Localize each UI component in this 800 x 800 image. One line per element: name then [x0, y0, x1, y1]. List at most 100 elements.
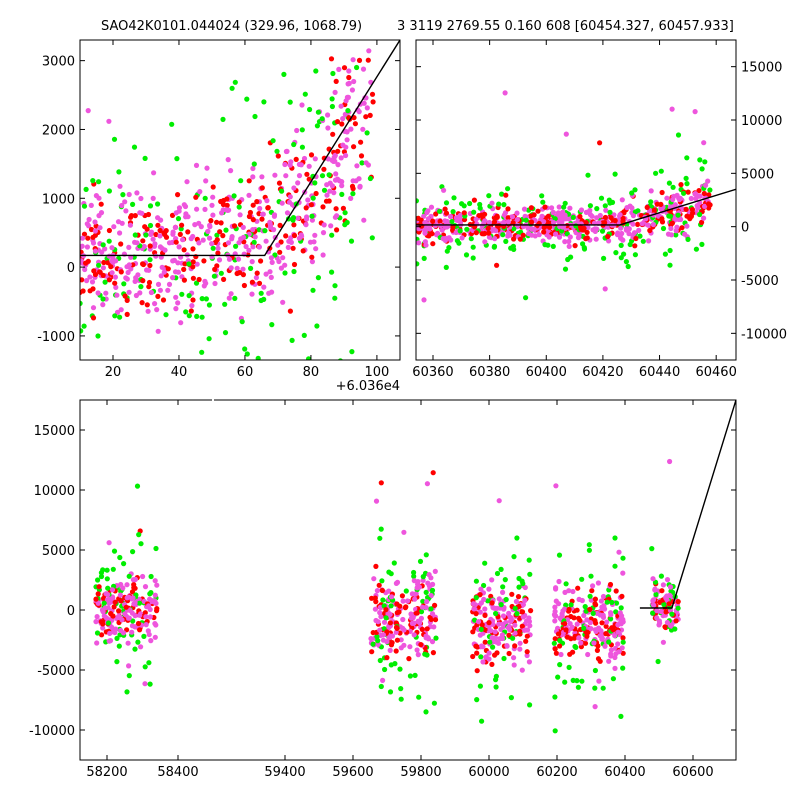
data-point: [370, 99, 376, 105]
data-point: [566, 238, 572, 245]
data-point: [125, 269, 131, 276]
data-point: [610, 627, 616, 633]
data-point: [201, 258, 207, 264]
data-point: [80, 300, 83, 306]
data-point: [697, 211, 703, 218]
data-point: [218, 198, 224, 205]
data-point: [418, 609, 425, 615]
data-point: [206, 336, 212, 342]
data-point: [527, 571, 533, 577]
data-point: [486, 193, 492, 199]
data-point: [375, 638, 381, 644]
data-point: [222, 301, 228, 307]
data-point: [672, 626, 678, 632]
data-point: [511, 226, 517, 232]
data-point: [517, 640, 523, 646]
data-point: [175, 192, 181, 198]
data-point: [153, 545, 159, 552]
data-point: [666, 180, 673, 186]
data-point: [358, 153, 365, 159]
data-point: [117, 614, 123, 621]
data-point: [528, 205, 535, 211]
data-point: [80, 258, 84, 264]
data-point: [334, 119, 341, 125]
data-point: [124, 582, 130, 588]
data-point: [552, 636, 558, 642]
x-tick-label: 80: [303, 365, 320, 380]
data-point: [375, 641, 381, 648]
data-point: [155, 293, 161, 299]
data-point: [423, 709, 429, 715]
data-point: [416, 240, 422, 246]
data-point: [134, 240, 140, 246]
data-point: [173, 294, 179, 300]
data-point: [151, 170, 157, 176]
data-point: [181, 277, 187, 283]
data-point: [508, 695, 514, 701]
data-point: [249, 259, 255, 265]
data-point: [112, 629, 118, 636]
data-point: [210, 245, 216, 251]
data-point: [426, 572, 432, 578]
data-point: [189, 303, 195, 309]
data-point: [114, 292, 120, 298]
data-point: [140, 278, 146, 284]
data-point: [552, 604, 558, 610]
data-point: [338, 103, 344, 109]
data-point: [400, 598, 406, 604]
data-point: [627, 241, 633, 248]
data-point: [365, 57, 371, 63]
data-point: [287, 308, 293, 314]
data-point: [521, 206, 528, 212]
data-point: [165, 287, 171, 293]
data-point: [662, 251, 669, 257]
data-point: [178, 320, 184, 326]
data-point: [576, 615, 582, 621]
data-point: [86, 216, 92, 223]
data-point: [90, 178, 96, 184]
data-point: [186, 313, 192, 319]
data-point: [471, 606, 477, 612]
data-point: [211, 273, 217, 279]
data-point: [269, 259, 275, 265]
data-point: [126, 244, 132, 250]
data-point: [655, 658, 661, 665]
data-point: [482, 606, 488, 612]
data-point: [531, 226, 537, 232]
data-point: [136, 532, 142, 538]
data-point: [352, 121, 358, 127]
data-point: [557, 615, 563, 621]
data-point: [502, 577, 508, 583]
data-point: [369, 595, 375, 601]
data-point: [473, 611, 479, 617]
data-point: [565, 256, 571, 263]
data-point: [482, 627, 488, 633]
data-point: [298, 162, 304, 168]
data-point: [681, 190, 687, 196]
data-point: [481, 582, 487, 589]
data-point: [345, 108, 351, 114]
data-point: [552, 728, 558, 734]
data-point: [124, 689, 130, 695]
data-point: [425, 216, 431, 222]
data-point: [630, 221, 636, 227]
data-point: [88, 226, 95, 233]
data-point: [581, 612, 587, 619]
data-point: [424, 481, 430, 487]
data-point: [112, 280, 118, 286]
data-point: [562, 239, 568, 245]
data-point: [106, 277, 112, 283]
data-point: [304, 171, 310, 177]
data-point: [80, 277, 85, 283]
data-point: [630, 213, 637, 219]
data-point: [223, 227, 229, 233]
data-point: [613, 609, 619, 615]
data-point: [128, 214, 134, 220]
data-point: [471, 209, 477, 215]
data-point: [350, 178, 356, 184]
data-point: [126, 573, 132, 579]
data-point: [509, 635, 516, 641]
data-point: [367, 175, 373, 182]
data-point: [334, 213, 340, 219]
data-point: [428, 593, 434, 599]
